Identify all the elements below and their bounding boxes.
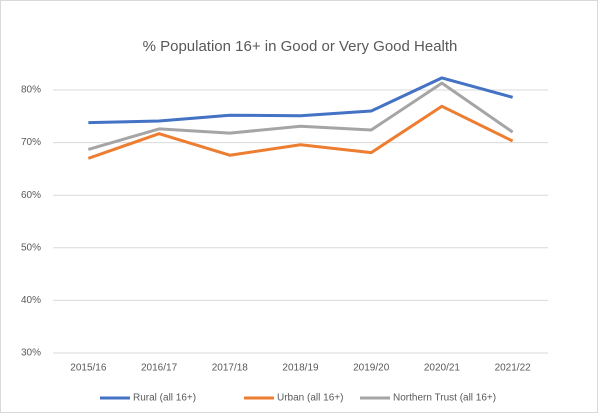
y-tick-label: 70% [21,137,41,148]
x-tick-label: 2018/19 [282,363,319,374]
line-series [87,104,514,160]
y-tick-label: 60% [21,190,41,201]
line-series [87,81,514,151]
x-tick-label: 2017/18 [212,363,249,374]
x-tick-label: 2021/22 [495,363,532,374]
x-tick-label: 2015/16 [70,363,107,374]
y-tick-label: 50% [21,242,41,253]
legend-label: Rural (all 16+) [133,393,196,404]
legend-label: Northern Trust (all 16+) [393,393,496,404]
legend-label: Urban (all 16+) [277,393,343,404]
x-tick-label: 2019/20 [353,363,390,374]
y-tick-label: 40% [21,295,41,306]
x-tick-label: 2016/17 [141,363,178,374]
y-tick-label: 80% [21,85,41,96]
y-tick-label: 30% [21,348,41,359]
chart-title: % Population 16+ in Good or Very Good He… [143,38,458,55]
line-series [88,76,514,125]
x-tick-label: 2020/21 [424,363,461,374]
